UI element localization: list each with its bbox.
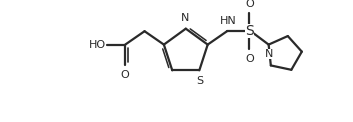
- Text: HO: HO: [88, 40, 106, 50]
- Text: S: S: [197, 76, 204, 86]
- Text: O: O: [245, 54, 254, 64]
- Text: N: N: [181, 13, 189, 23]
- Text: HN: HN: [220, 16, 236, 26]
- Text: O: O: [245, 0, 254, 9]
- Text: O: O: [121, 70, 130, 80]
- Text: S: S: [245, 24, 254, 38]
- Text: N: N: [264, 49, 273, 59]
